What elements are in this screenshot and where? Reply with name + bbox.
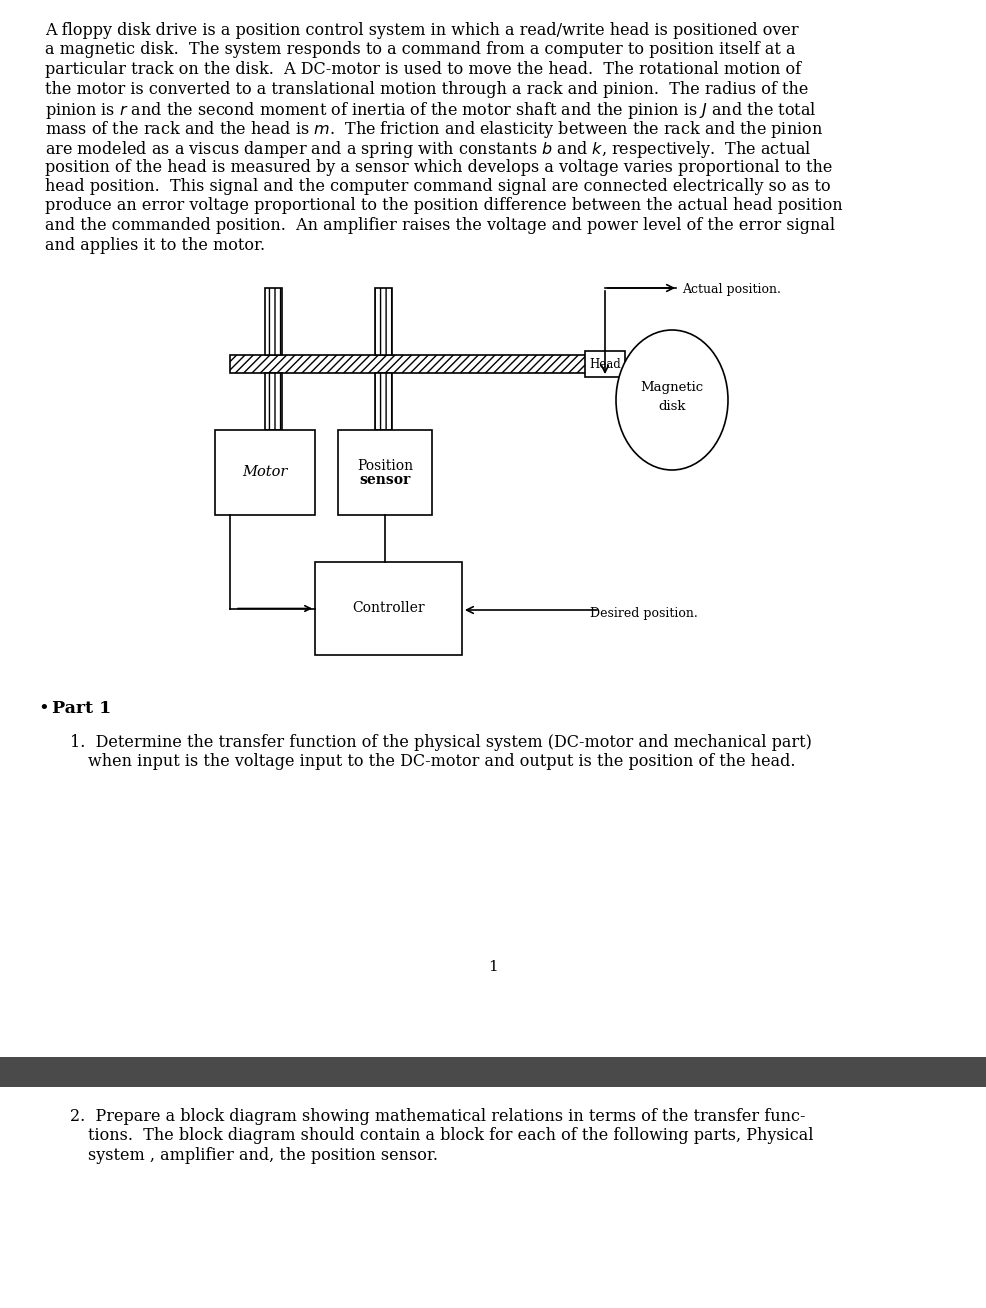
Text: Controller: Controller [352,602,425,616]
Text: produce an error voltage proportional to the position difference between the act: produce an error voltage proportional to… [45,198,843,215]
Bar [265,373,282,430]
Bar [375,288,392,354]
Text: particular track on the disk.  A DC-motor is used to move the head.  The rotatio: particular track on the disk. A DC-motor… [45,61,801,78]
Text: sensor: sensor [359,472,410,487]
Text: pinion is $r$ and the second moment of inertia of the motor shaft and the pinion: pinion is $r$ and the second moment of i… [45,99,816,122]
Bar [0,1057,986,1087]
Bar [230,354,622,373]
Text: 1.  Determine the transfer function of the physical system (DC-motor and mechani: 1. Determine the transfer function of th… [70,734,811,751]
Text: system , amplifier and, the position sensor.: system , amplifier and, the position sen… [88,1147,438,1164]
Text: head position.  This signal and the computer command signal are connected electr: head position. This signal and the compu… [45,178,830,195]
Text: Motor: Motor [243,466,288,480]
Text: disk: disk [659,399,685,412]
Text: 1: 1 [488,960,498,974]
Text: tions.  The block diagram should contain a block for each of the following parts: tions. The block diagram should contain … [88,1127,813,1144]
Text: Part 1: Part 1 [52,700,111,717]
Bar [315,562,462,655]
Text: when input is the voltage input to the DC-motor and output is the position of th: when input is the voltage input to the D… [88,753,796,770]
Bar [215,430,315,515]
Text: Head: Head [589,357,621,370]
Text: and the commanded position.  An amplifier raises the voltage and power level of : and the commanded position. An amplifier… [45,217,835,234]
Text: Position: Position [357,459,413,472]
Text: the motor is converted to a translational motion through a rack and pinion.  The: the motor is converted to a translationa… [45,81,809,98]
Text: •: • [38,700,48,718]
Text: 2.  Prepare a block diagram showing mathematical relations in terms of the trans: 2. Prepare a block diagram showing mathe… [70,1108,806,1125]
Ellipse shape [616,330,728,470]
Text: are modeled as a viscus damper and a spring with constants $b$ and $k$, respecti: are modeled as a viscus damper and a spr… [45,139,811,160]
Text: and applies it to the motor.: and applies it to the motor. [45,237,265,254]
Text: position of the head is measured by a sensor which develops a voltage varies pro: position of the head is measured by a se… [45,158,832,175]
Text: mass of the rack and the head is $m$.  The friction and elasticity between the r: mass of the rack and the head is $m$. Th… [45,119,823,140]
Text: a magnetic disk.  The system responds to a command from a computer to position i: a magnetic disk. The system responds to … [45,42,796,59]
Text: Magnetic: Magnetic [641,382,704,395]
Bar [585,351,625,377]
Text: Desired position.: Desired position. [590,607,698,620]
Bar [265,288,282,354]
Text: A floppy disk drive is a position control system in which a read/write head is p: A floppy disk drive is a position contro… [45,22,799,39]
Text: Actual position.: Actual position. [682,283,781,296]
Bar [375,373,392,430]
Bar [338,430,432,515]
